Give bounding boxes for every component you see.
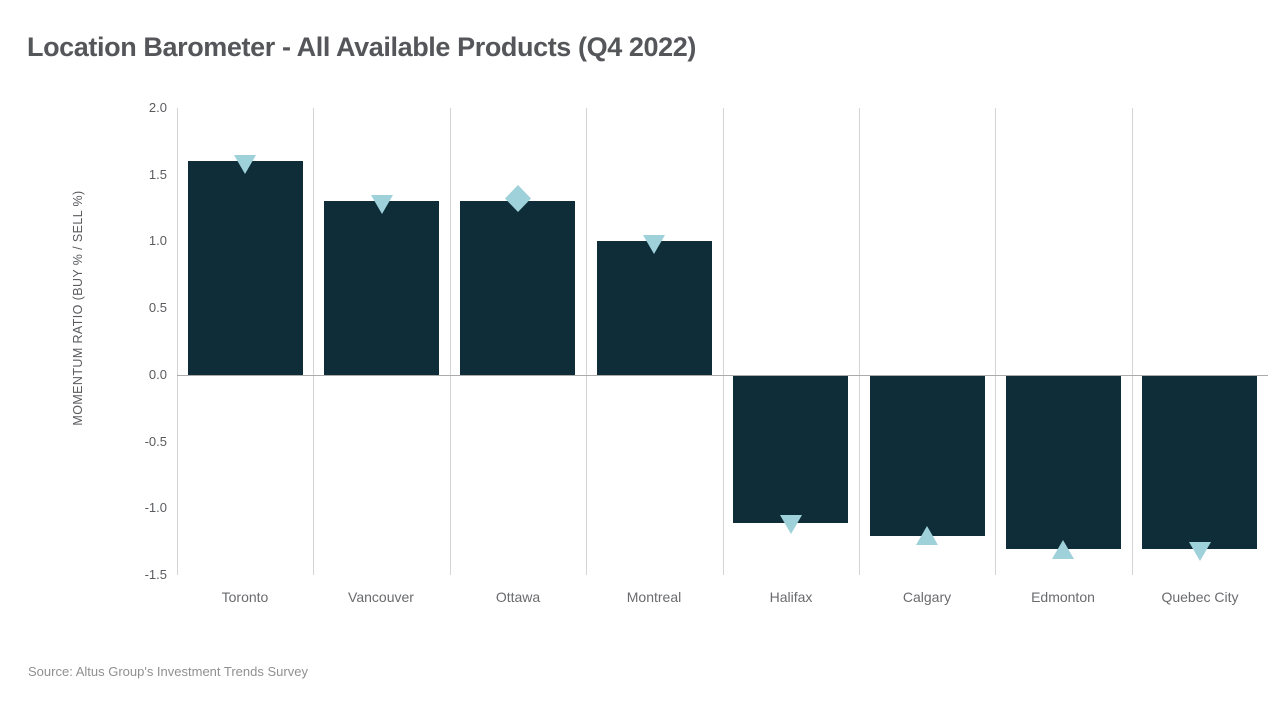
y-axis-tick-label: 2.0 xyxy=(148,100,167,115)
bar-edmonton xyxy=(1006,376,1121,549)
y-axis-tick-label: 1.5 xyxy=(148,167,167,182)
triangle-down-marker-icon xyxy=(1189,542,1211,561)
x-axis-label-vancouver: Vancouver xyxy=(348,589,414,605)
category-gridline xyxy=(1132,108,1133,575)
x-axis-label-edmonton: Edmonton xyxy=(1031,589,1095,605)
x-axis-label-toronto: Toronto xyxy=(221,589,269,605)
category-gridline xyxy=(723,108,724,575)
y-axis-tick-label: -0.5 xyxy=(144,434,167,449)
bar-ottawa xyxy=(460,201,575,375)
page-title: Location Barometer - All Available Produ… xyxy=(27,32,696,62)
y-axis-tick-label: 1.0 xyxy=(148,233,167,248)
bar-halifax xyxy=(733,376,848,523)
y-axis-tick-label: 0.5 xyxy=(148,300,167,315)
x-axis-label-ottawa: Ottawa xyxy=(495,589,541,605)
x-axis-label-montreal: Montreal xyxy=(626,589,682,605)
x-axis-label-calgary: Calgary xyxy=(902,589,952,605)
y-axis-tick-label: 0.0 xyxy=(148,367,167,382)
bar-vancouver xyxy=(324,201,439,375)
x-axis-label-quebec-city: Quebec City xyxy=(1161,589,1239,605)
y-axis-tick-label: -1.5 xyxy=(144,567,167,582)
y-axis-tick-label: -1.0 xyxy=(144,500,167,515)
bar-toronto xyxy=(188,161,303,375)
bar-montreal xyxy=(597,241,712,375)
triangle-down-marker-icon xyxy=(780,515,802,534)
zero-baseline xyxy=(177,375,1268,376)
y-axis-line xyxy=(177,108,178,575)
category-gridline xyxy=(313,108,314,575)
bar-calgary xyxy=(870,376,985,536)
x-axis-label-halifax: Halifax xyxy=(769,589,813,605)
category-gridline xyxy=(859,108,860,575)
bar-quebec-city xyxy=(1142,376,1257,549)
source-note: Source: Altus Group's Investment Trends … xyxy=(28,664,308,679)
category-gridline xyxy=(450,108,451,575)
category-gridline xyxy=(586,108,587,575)
category-gridline xyxy=(995,108,996,575)
